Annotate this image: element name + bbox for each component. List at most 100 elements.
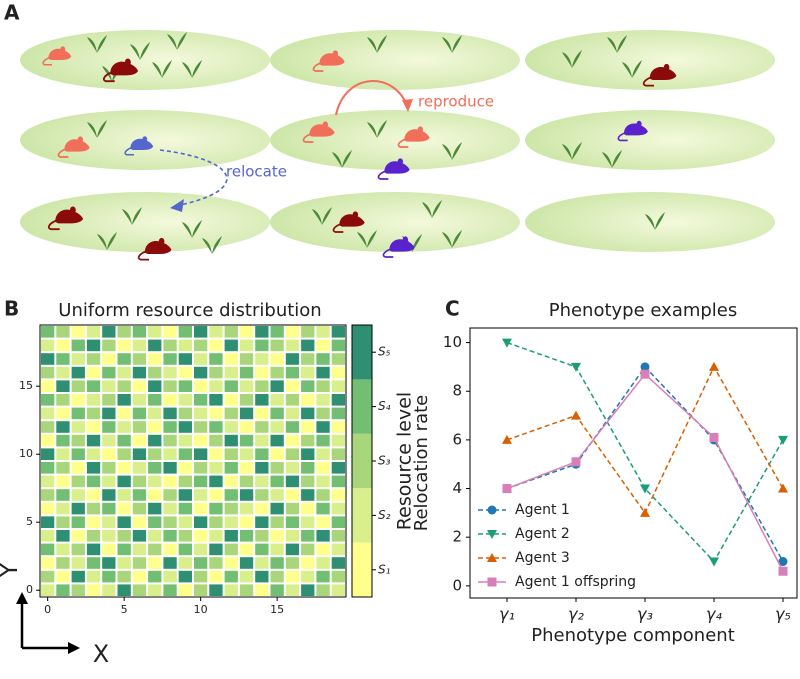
heatmap-cell <box>148 394 162 406</box>
heatmap-cell <box>285 584 300 596</box>
point <box>487 553 497 562</box>
heatmap-cell <box>102 394 116 406</box>
heatmap-cell <box>102 380 116 392</box>
heatmap-cell <box>71 475 85 488</box>
colorbar-tick-label: S₂ <box>378 508 391 522</box>
heatmap-cell <box>194 475 208 488</box>
heatmap-cell <box>71 421 85 433</box>
heatmap-cell <box>285 475 300 488</box>
heatmap-cell <box>41 584 55 596</box>
heatmap-cell <box>285 421 300 433</box>
colorbar-band <box>352 433 372 489</box>
heatmap-cell <box>148 584 162 596</box>
x-tick-label: γ₁ <box>499 605 515 624</box>
heatmap-cell <box>224 339 238 352</box>
heatmap-cell <box>301 530 315 542</box>
heatmap-cell <box>41 530 55 542</box>
heatmap-cell <box>41 407 55 420</box>
heatmap-cell <box>209 502 223 515</box>
heatmap-cell <box>148 434 162 447</box>
heatmap-cell <box>194 557 208 569</box>
heatmap-cell <box>86 530 101 542</box>
heatmap-cell <box>301 394 315 406</box>
heatmap-cell <box>301 339 315 352</box>
heatmap-cell <box>224 502 238 515</box>
heatmap-cell <box>255 434 269 447</box>
heatmap-cell <box>117 570 131 583</box>
heatmap-cell <box>270 407 284 420</box>
colorbar-tick-label: S₃ <box>378 454 391 468</box>
heatmap-cell <box>56 421 70 433</box>
heatmap-cell <box>41 339 55 352</box>
colorbar-tick-label: S₅ <box>378 345 391 359</box>
heatmap-cell <box>41 570 55 583</box>
heatmap-cell <box>163 516 177 528</box>
heatmap-cell <box>331 380 345 392</box>
y-tick-label: 4 <box>452 479 462 497</box>
heatmap-cell <box>178 407 192 420</box>
heatmap-cell <box>163 557 177 569</box>
heatmap-cell <box>194 543 208 556</box>
heatmap-cell <box>209 339 223 352</box>
heatmap-cell <box>270 339 284 352</box>
point <box>487 505 497 515</box>
heatmap-cell <box>148 462 162 474</box>
point <box>571 362 581 372</box>
heatmap-cell <box>148 489 162 501</box>
heatmap-cell <box>102 530 116 542</box>
heatmap-cell <box>331 366 345 379</box>
heatmap-cell <box>148 530 162 542</box>
heatmap-cell <box>56 543 70 556</box>
heatmap-cell <box>301 326 315 338</box>
heatmap-cell <box>285 326 300 338</box>
heatmap-cell <box>86 339 101 352</box>
point <box>502 434 512 444</box>
heatmap-cell <box>56 353 70 365</box>
heatmap-cell <box>255 407 269 420</box>
heatmap-cell <box>194 434 208 447</box>
heatmap-cell <box>178 339 192 352</box>
colorbar-label: Resource level <box>394 392 416 530</box>
heatmap-cell <box>117 584 131 596</box>
heatmap-cell <box>285 339 300 352</box>
heatmap-cell <box>301 543 315 556</box>
heatmap-cell <box>102 584 116 596</box>
heatmap-cell <box>163 339 177 352</box>
heatmap-cell <box>132 326 147 338</box>
heatmap-cell <box>270 530 284 542</box>
heatmap-cell <box>331 475 345 488</box>
heatmap-cell <box>163 489 177 501</box>
heatmap-cell <box>331 407 345 420</box>
x-tick-label: 5 <box>121 603 128 616</box>
heatmap-cell <box>239 366 254 379</box>
heatmap-cell <box>86 516 101 528</box>
heatmap-cell <box>56 584 70 596</box>
point <box>640 369 650 379</box>
point <box>709 432 719 442</box>
heatmap-cell <box>255 462 269 474</box>
heatmap-cell <box>132 366 147 379</box>
heatmap-cell <box>132 434 147 447</box>
heatmap-cell <box>285 543 300 556</box>
heatmap-cell <box>285 380 300 392</box>
heatmap-cell <box>301 462 315 474</box>
heatmap-cell <box>194 366 208 379</box>
heatmap-cell <box>102 557 116 569</box>
heatmap-cell <box>71 434 85 447</box>
heatmap-cell <box>209 380 223 392</box>
heatmap-cell <box>132 475 147 488</box>
heatmap-cell <box>331 543 345 556</box>
heatmap-cell <box>301 448 315 460</box>
legend-label: Agent 2 <box>515 526 570 542</box>
heatmap-cell <box>331 421 345 433</box>
heatmap-cell <box>255 489 269 501</box>
heatmap-cell <box>194 326 208 338</box>
heatmap-cell <box>86 380 101 392</box>
heatmap-cell <box>41 421 55 433</box>
chart-title: Uniform resource distribution <box>58 300 321 321</box>
heatmap-cell <box>270 475 284 488</box>
y-axis-label: Y <box>0 562 23 578</box>
heatmap-cell <box>132 584 147 596</box>
y-tick-label: 0 <box>26 583 33 596</box>
heatmap-cell <box>255 394 269 406</box>
